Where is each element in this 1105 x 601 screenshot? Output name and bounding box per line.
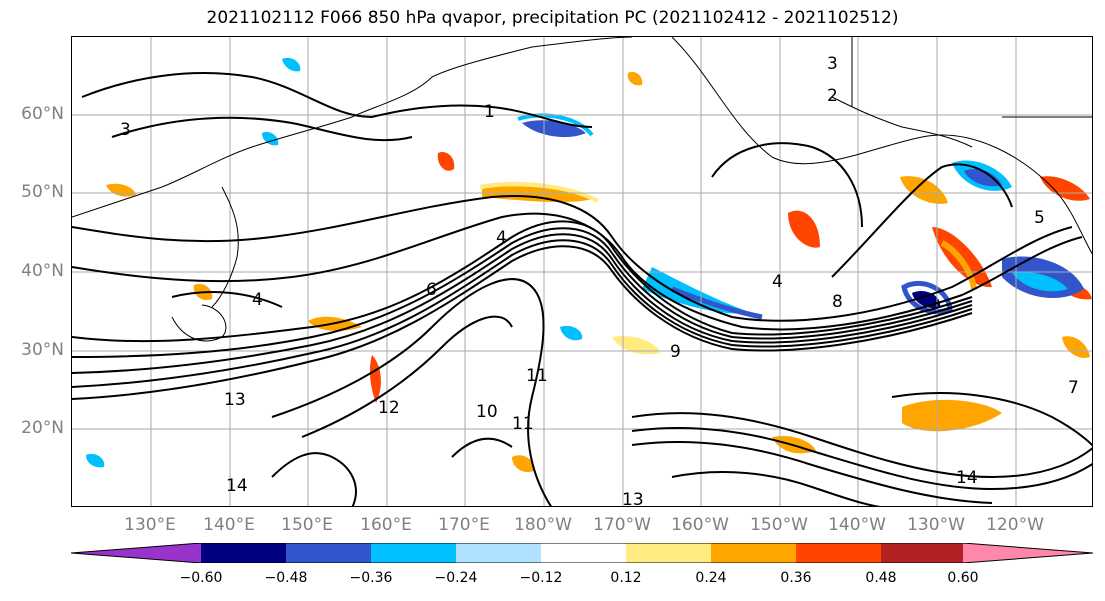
colorbar-extend-low [71, 543, 201, 563]
precip-patch [369, 355, 381, 403]
coastlines [72, 37, 1092, 342]
contour-label: 12 [378, 398, 400, 418]
precip-patch [86, 453, 105, 468]
colorbar-tick: −0.48 [264, 570, 308, 586]
precip-patch [788, 210, 820, 248]
contour-label: 1 [484, 102, 495, 122]
contour-label: 14 [226, 476, 248, 496]
colorbar-tick: −0.60 [179, 570, 223, 586]
lat-label-50n: 50°N [21, 182, 64, 202]
contour-label: 3 [120, 120, 131, 140]
contour-label: 2 [827, 86, 838, 106]
precip-patch [512, 455, 535, 473]
contour-label: 4 [252, 290, 263, 310]
lon-label-130w: 130°W [907, 515, 965, 535]
precip-patch [902, 399, 1002, 432]
lon-label-150w: 150°W [750, 515, 808, 535]
lon-label-170e: 170°E [438, 515, 490, 535]
contour-label: 7 [1068, 378, 1079, 398]
lon-label-160w: 160°W [671, 515, 729, 535]
lat-label-40n: 40°N [21, 261, 64, 281]
precip-patch [1062, 336, 1090, 358]
lon-label-120w: 120°W [986, 515, 1044, 535]
colorbar-tick: −0.12 [519, 570, 563, 586]
map-canvas: 1 2 3 3 4 4 4 5 6 7 8 9 10 11 11 12 13 1… [72, 37, 1092, 507]
colorbar-swatch [201, 543, 286, 563]
lon-label-140w: 140°W [828, 515, 886, 535]
contour-label: 4 [772, 272, 783, 292]
precip-patch [1012, 271, 1068, 292]
contour-label: 4 [496, 228, 507, 248]
contour-label: 8 [832, 292, 843, 312]
precip-patch [106, 183, 136, 197]
lat-label-30n: 30°N [21, 340, 64, 360]
colorbar-swatch [371, 543, 456, 563]
contour-label: 14 [956, 468, 978, 488]
colorbar-swatch [881, 543, 963, 563]
graticule [72, 37, 1092, 506]
map-title: 2021102112 F066 850 hPa qvapor, precipit… [206, 8, 899, 28]
colorbar-swatch [286, 543, 371, 563]
precip-patch [437, 151, 455, 171]
colorbar [71, 543, 1093, 563]
lon-label-140e: 140°E [203, 515, 255, 535]
colorbar-tick: 0.12 [610, 570, 642, 586]
contour-label: 11 [512, 414, 534, 434]
colorbar-tick: −0.24 [434, 570, 478, 586]
precip-patch [482, 186, 592, 203]
contour-label: 3 [827, 54, 838, 74]
colorbar-extend-high [963, 543, 1093, 563]
precip-patch [627, 71, 643, 86]
precip-patch [282, 57, 301, 72]
lon-label-150e: 150°E [281, 515, 333, 535]
colorbar-swatch [541, 543, 626, 563]
contour-label: 13 [622, 490, 644, 507]
precip-patch [900, 176, 948, 204]
precip-patch [262, 131, 279, 146]
contour-labels: 1 2 3 3 4 4 4 5 6 7 8 9 10 11 11 12 13 1… [120, 54, 1079, 507]
colorbar-swatch [711, 543, 796, 563]
map-panel: 1 2 3 3 4 4 4 5 6 7 8 9 10 11 11 12 13 1… [71, 36, 1093, 507]
lon-label-160e: 160°E [360, 515, 412, 535]
precip-patch [612, 335, 660, 355]
precip-patch [671, 286, 763, 320]
lon-label-180w: 180°W [514, 515, 572, 535]
precip-patch [522, 120, 586, 138]
contour-label: 13 [224, 390, 246, 410]
colorbar-swatch [456, 543, 541, 563]
lon-label-170w: 170°W [593, 515, 651, 535]
precip-patch [642, 267, 752, 314]
contour-label: 11 [526, 366, 548, 386]
contour-label: 10 [476, 402, 498, 422]
precip-patch [479, 181, 599, 203]
precip-patch [560, 325, 583, 341]
lat-label-60n: 60°N [21, 104, 64, 124]
colorbar-tick: −0.36 [349, 570, 393, 586]
qvapor-contours [72, 72, 1092, 506]
colorbar-swatch [796, 543, 881, 563]
contour-label: 9 [670, 342, 681, 362]
lon-label-130e: 130°E [124, 515, 176, 535]
contour-label: 5 [1034, 208, 1045, 228]
colorbar-tick: 0.60 [947, 570, 979, 586]
colorbar-tick: 0.24 [695, 570, 727, 586]
lat-label-20n: 20°N [21, 418, 64, 438]
colorbar-swatch [626, 543, 711, 563]
precip-patch [964, 168, 1002, 187]
contour-label: 6 [426, 280, 437, 300]
precip-patch [517, 113, 594, 137]
colorbar-tick: 0.48 [865, 570, 897, 586]
precip-patch [1040, 176, 1090, 201]
colorbar-tick: 0.36 [780, 570, 812, 586]
precip-patch [940, 240, 977, 290]
